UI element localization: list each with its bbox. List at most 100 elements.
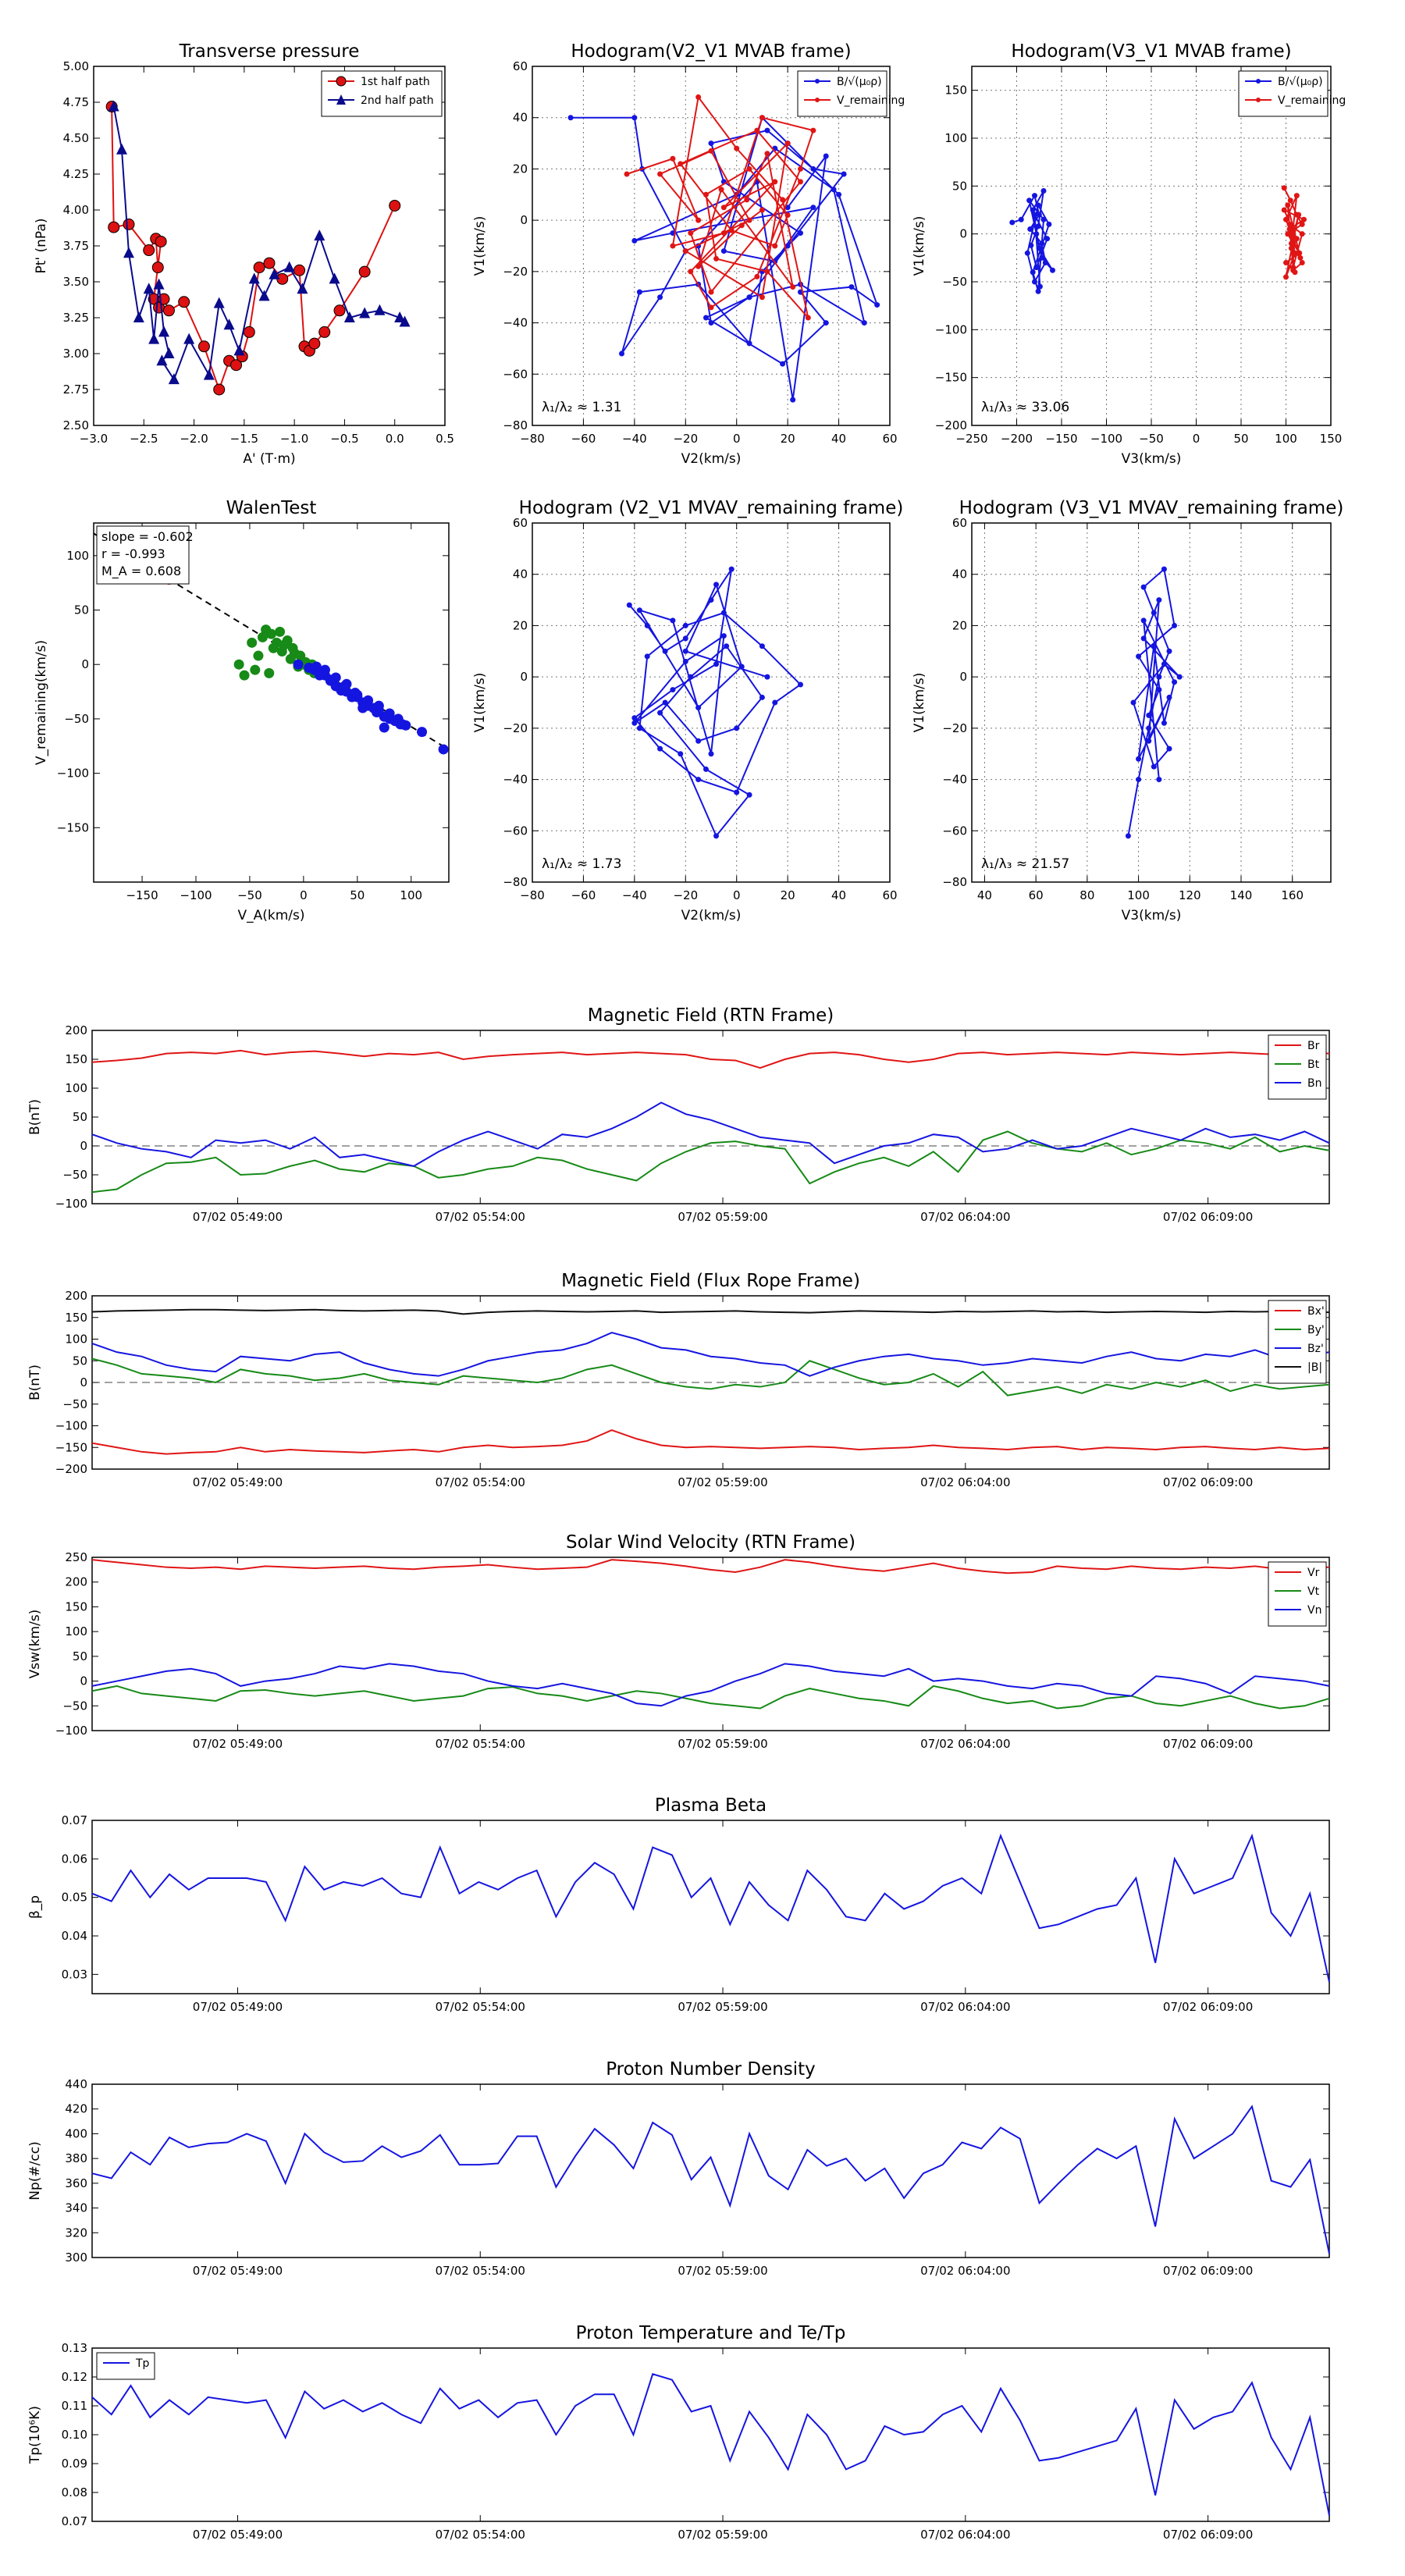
hodo_v3-series-0-point [1151, 763, 1157, 770]
tp-ytick-label: 3.25 [63, 311, 89, 325]
tp_temp-title: Proton Temperature and Te/Tp [576, 2323, 846, 2343]
hodo_b-series-0-point [764, 127, 770, 133]
hodo_v-series-0-point [734, 789, 740, 795]
tp-series-1-point [203, 368, 215, 380]
tp-series-0-point [358, 265, 371, 278]
hodo_v-series-0-point [670, 617, 676, 624]
hodo_b-series-0-point [836, 191, 842, 197]
b_rtn-legend: Br Bt Bn [1268, 1034, 1327, 1100]
b_fr-ytick-label: 50 [73, 1354, 87, 1368]
hodo_b3-series-1-point [1301, 216, 1307, 222]
hodo_b3-series-1-point [1288, 245, 1294, 251]
hodo_v-title: Hodogram (V2_V1 MVAV_remaining frame) [519, 498, 904, 518]
vsw-legend-label: Vn [1307, 1604, 1321, 1617]
hodo_v-series-0-point [695, 705, 702, 711]
hodo_v-ytick-label: −20 [503, 721, 528, 735]
hodo_b-series-1-point [670, 243, 676, 249]
hodo_b-legend-label: V_remaining [837, 94, 905, 107]
hodo_b-series-0-point [636, 289, 642, 295]
hodo_b-series-1-point [784, 141, 791, 147]
tp_temp-legend-box [96, 2352, 155, 2380]
hodo_v-xtick-label: 40 [831, 888, 846, 902]
hodo_v-series-0-point [662, 648, 668, 654]
b_rtn-ytick-label: 150 [65, 1052, 87, 1066]
hodo_v-ytick-label: 60 [513, 516, 528, 530]
walen-xtick-label: −50 [237, 888, 262, 902]
hodo_v3-ytick-label: 20 [952, 618, 967, 632]
hodo_v-series-0-point [644, 653, 650, 660]
walen-annotation-line: slope = -0.602 [101, 529, 194, 544]
hodo_v3-series-0-point [1130, 699, 1136, 706]
hodo_b-series-1-point [764, 269, 770, 275]
hodo_b3-ytick-label: −200 [935, 418, 967, 432]
hodo_b-series-0-point [823, 320, 829, 326]
hodo_v-series-0-point [631, 715, 638, 721]
hodo_v3-series-0-point [1156, 597, 1162, 603]
hodo_b3-series-1-point [1293, 236, 1300, 242]
hodo_v3-series-0-point [1140, 635, 1147, 642]
tp-series-1-point [213, 297, 225, 308]
walen-xtick-label: 0 [300, 888, 308, 902]
hodo_b-legend: B/√(μ₀ρ) V_remaining [797, 70, 905, 117]
hodo_b3-frame [971, 66, 1332, 426]
hodo_b3-series-0-point [1032, 279, 1037, 285]
hodo_v3-ytick-label: −80 [942, 875, 967, 889]
tp-series-1-point [394, 311, 406, 322]
vsw-ytick-label: 250 [65, 1550, 87, 1564]
hodo_v-frame [532, 522, 891, 883]
b_rtn-ytick-label: −100 [55, 1197, 87, 1211]
b_fr-ytick-label: 0 [80, 1375, 87, 1389]
hodo_v-series-0-point [708, 597, 714, 603]
vsw-xtick-label: 07/02 05:59:00 [678, 1737, 767, 1751]
hodo_b-series-0-point [746, 340, 752, 347]
hodo_b-series-0-point [708, 141, 714, 147]
hodo_v3-series-0-point [1161, 661, 1167, 667]
hodo_b-series-1-point [720, 205, 727, 211]
hodo_b-ytick-label: 20 [513, 162, 528, 176]
b_fr-xtick-label: 07/02 06:09:00 [1163, 1475, 1253, 1489]
hodo_b3-series-0-point [1035, 288, 1041, 294]
hodo_b-series-1-point [759, 207, 765, 213]
b_fr-frame [91, 1295, 1330, 1470]
tp-series-0-point [108, 221, 120, 233]
tp-series-1-point [258, 290, 270, 301]
b_fr-ytick-label: −50 [62, 1397, 87, 1411]
b_fr-ytick-label: −150 [55, 1440, 87, 1454]
hodo_b-series-1-line [626, 94, 815, 321]
hodo_b3-series-0-point [1024, 250, 1030, 256]
tp-series-1-point [108, 100, 119, 112]
hodo_v3-series-0-point [1166, 694, 1172, 700]
b_rtn-ytick-label: 0 [80, 1139, 87, 1153]
hodo_b3-series-0-point [1033, 231, 1040, 237]
tp-series-1-point [183, 333, 195, 344]
b_rtn-legend-label: Bn [1307, 1077, 1321, 1090]
hodo_v-xtick-label: 20 [781, 888, 795, 902]
hodo_b3-series-1-point [1283, 259, 1289, 265]
hodo_v-xtick-label: −80 [520, 888, 545, 902]
hodo_b-series-1-point [744, 197, 750, 203]
walen-series-1-point [239, 670, 250, 681]
hodo_b-series-1-point [713, 255, 720, 262]
hodo_b3-series-1-point [1288, 240, 1294, 247]
vsw-ytick-label: 150 [65, 1599, 87, 1614]
hodo_b-series-0-point [841, 171, 847, 177]
hodo_v-series-0-point [713, 833, 720, 839]
walen-series-2-point [350, 687, 361, 698]
hodo_v-series-0-point [734, 725, 740, 731]
b_rtn-xtick-label: 07/02 05:59:00 [678, 1210, 767, 1224]
b_rtn-xtick-label: 07/02 06:09:00 [1163, 1210, 1253, 1224]
tp-series-1-point [248, 272, 260, 284]
hodo_b3-series-1-point [1281, 207, 1287, 213]
hodo_b3-xtick-label: −250 [955, 432, 987, 446]
hodo_b-xtick-label: 0 [733, 432, 741, 446]
hodo_b3-legend-marker [1256, 98, 1261, 102]
tp-ytick-label: 2.75 [63, 382, 89, 397]
hodo_b3-ytick-label: −50 [942, 275, 967, 289]
beta-xtick-label: 07/02 05:49:00 [193, 2000, 283, 2014]
b_rtn-legend-label: Bt [1307, 1059, 1320, 1071]
hodo_v-series-0-point [759, 643, 765, 649]
b_fr-title: Magnetic Field (Flux Rope Frame) [561, 1271, 860, 1291]
tp_temp-xtick-label: 07/02 05:49:00 [193, 2528, 283, 2542]
np-frame [91, 2083, 1330, 2258]
hodo_b3-series-0-point [1036, 245, 1042, 251]
